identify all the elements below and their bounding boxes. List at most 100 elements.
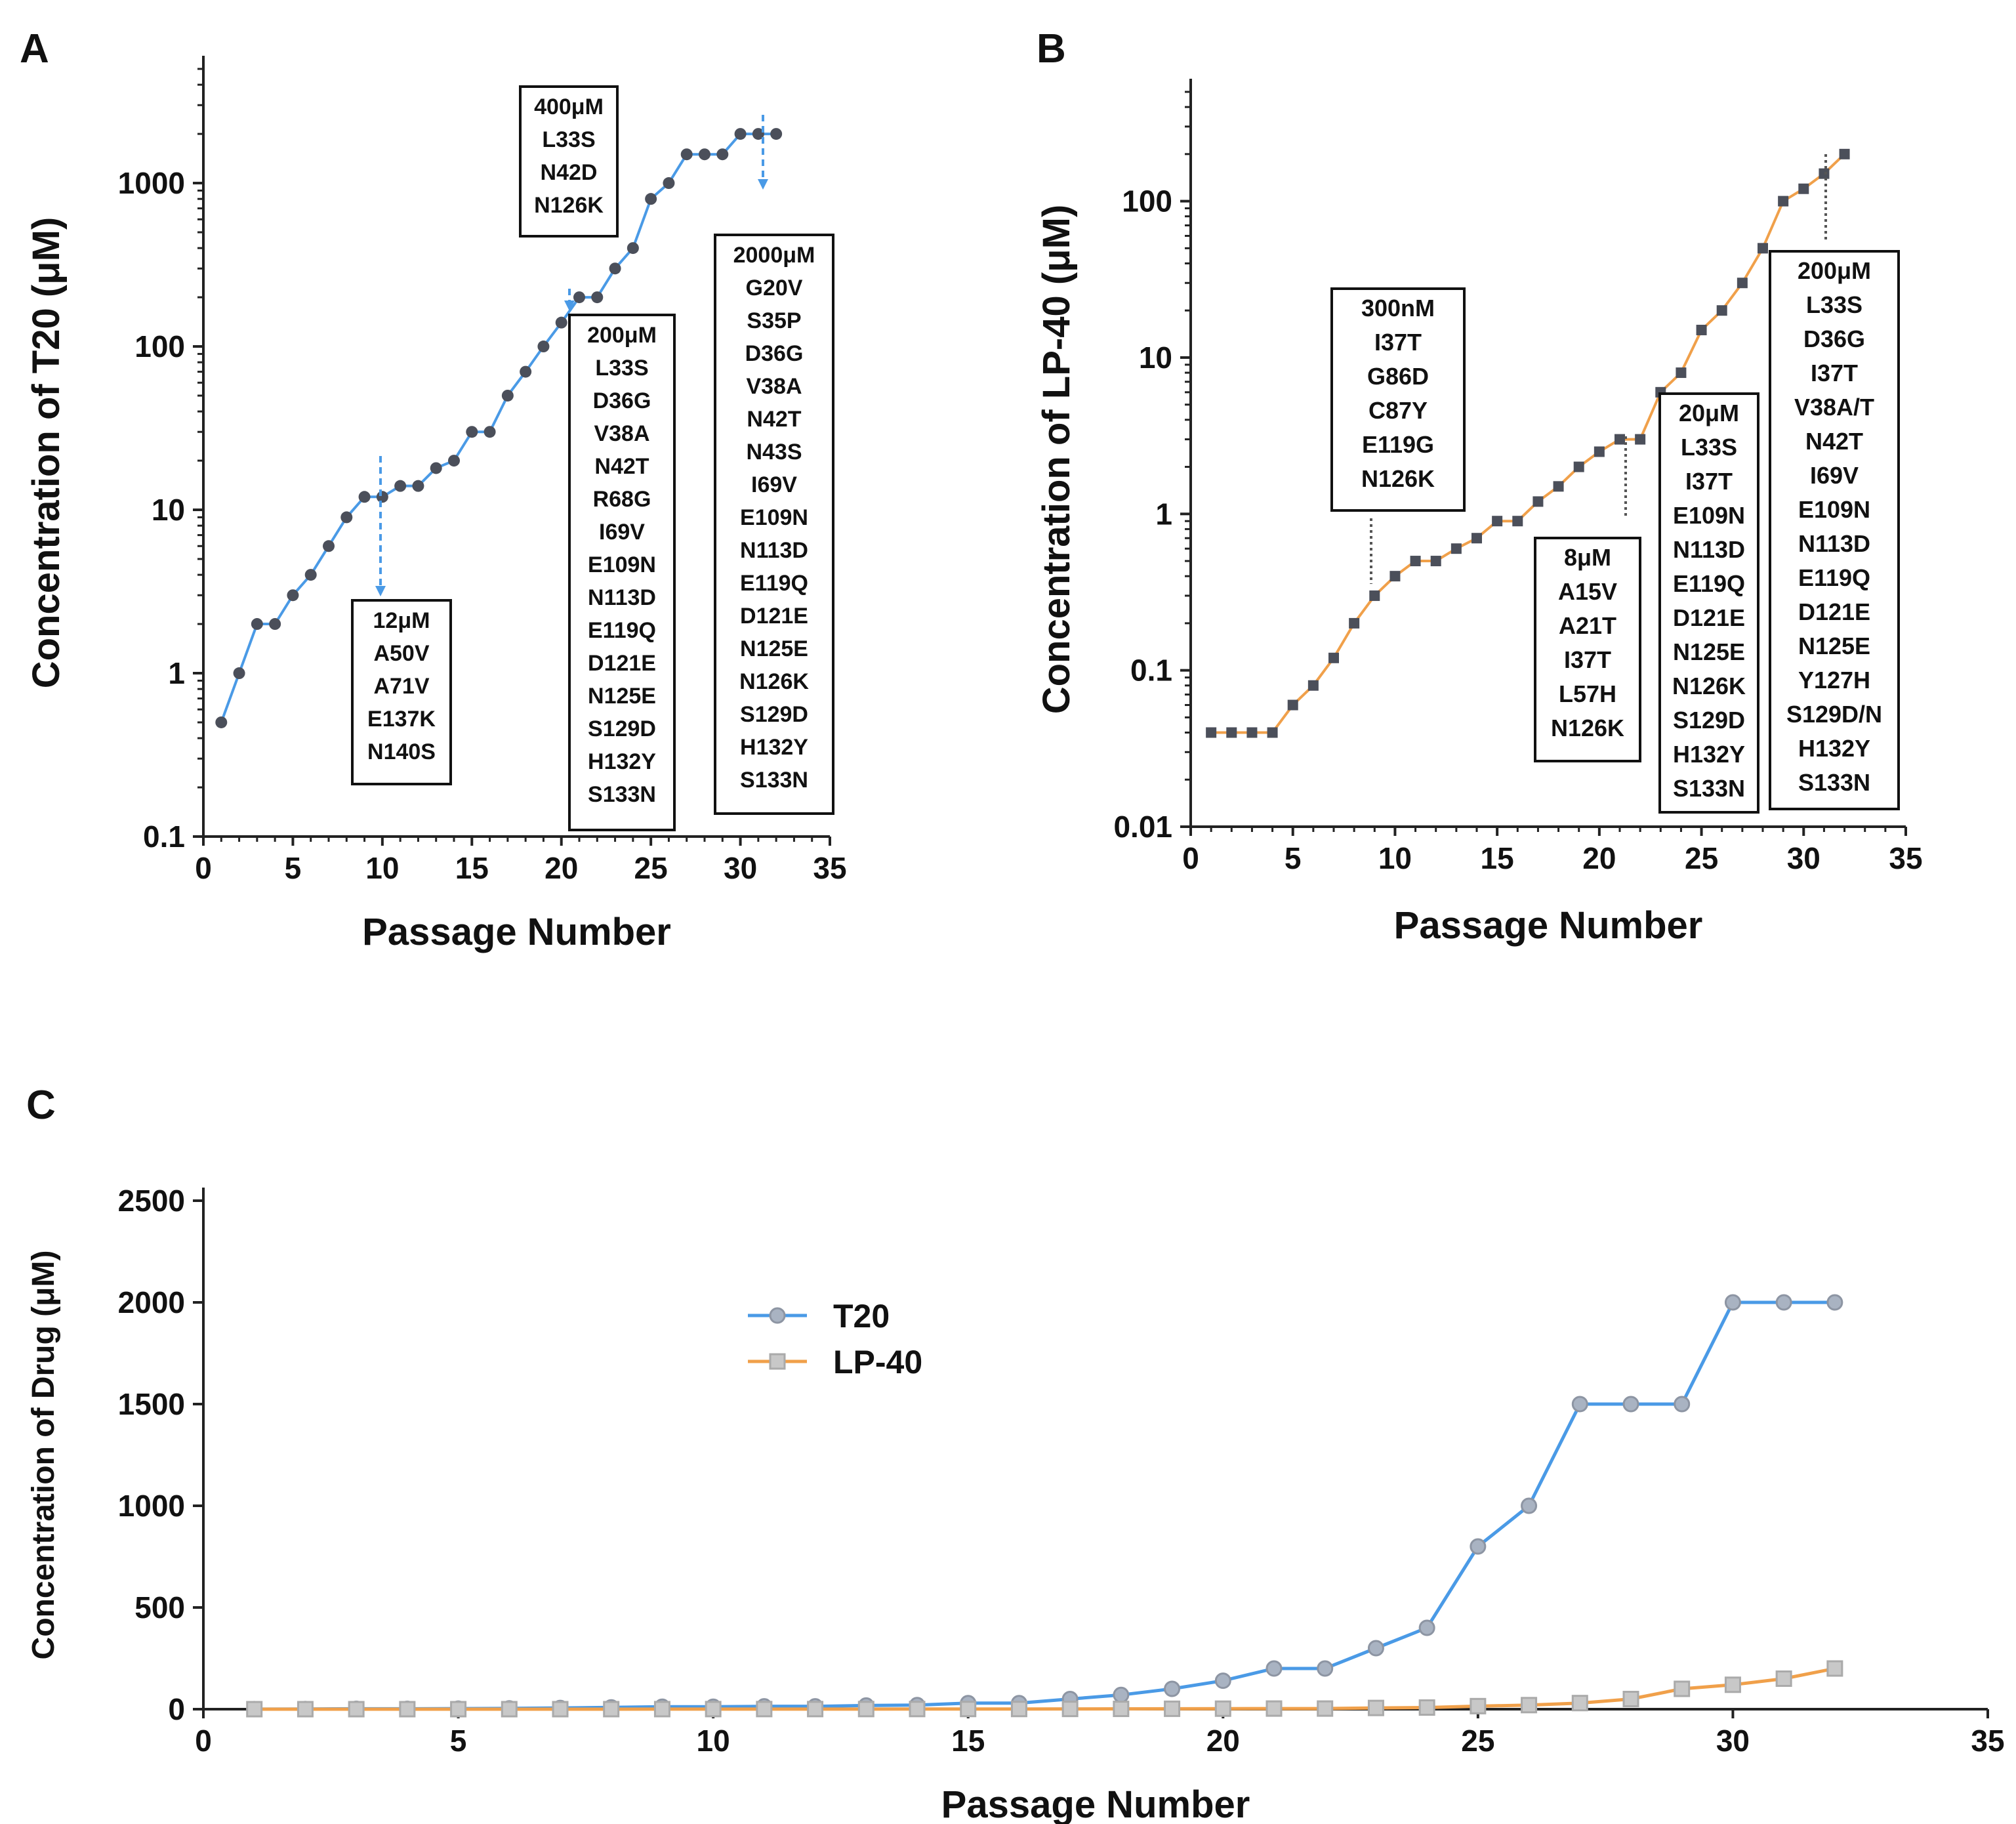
panel-a: A 0 5 10 15 20 25 30 35 0.1 1 10 100 1000 Passage Numb… xyxy=(20,26,847,953)
x-tick-label: 5 xyxy=(1285,841,1302,875)
data-point-t20 xyxy=(1571,1396,1588,1413)
annotation-mutation: D121E xyxy=(1798,598,1870,625)
data-point-lp40 xyxy=(1410,556,1421,567)
data-point-lp40 xyxy=(1317,1700,1334,1717)
y-tick-label: 1500 xyxy=(118,1387,185,1421)
legend-label-lp40: LP-40 xyxy=(833,1344,922,1380)
annotation-mutation: V38A xyxy=(746,374,802,399)
data-point-t20 xyxy=(304,569,317,581)
series-line-lp-40 xyxy=(254,1667,1836,1711)
annotation-mutation: E109N xyxy=(1798,496,1870,523)
annotation-mutation: E109N xyxy=(588,552,656,577)
y-tick-label: 100 xyxy=(1122,184,1172,218)
data-point-t20 xyxy=(448,455,460,467)
data-point-lp40 xyxy=(960,1701,977,1718)
annotation-concentration: 400μM xyxy=(534,94,604,119)
x-tick-label: 5 xyxy=(450,1724,467,1758)
data-point-t20 xyxy=(555,316,567,329)
data-point-lp40 xyxy=(1615,434,1625,445)
annotation-arrowhead xyxy=(564,301,575,311)
annotation-mutation: H132Y xyxy=(588,749,656,774)
annotation-mutation: L33S xyxy=(1806,291,1862,318)
data-point-t20 xyxy=(215,716,228,728)
x-tick-label: 10 xyxy=(1378,841,1412,875)
data-point-lp40 xyxy=(1737,278,1748,289)
annotation-box: 20μM L33S I37T E109N N113D E119Q D121E N125E N12… xyxy=(1658,392,1759,814)
panel-letter: A xyxy=(20,26,49,72)
annotation-mutation: L57H xyxy=(1559,680,1616,707)
annotation-mutation: S35P xyxy=(747,308,801,333)
data-point-t20 xyxy=(376,491,388,503)
annotation-frame xyxy=(519,85,619,238)
data-point-lp40 xyxy=(1389,571,1401,582)
data-point-lp40 xyxy=(1696,324,1707,335)
annotation-mutation: N42T xyxy=(747,407,801,432)
data-point-lp40 xyxy=(1775,1670,1792,1687)
data-point-lp40 xyxy=(1246,727,1258,738)
annotation-concentration: 200μM xyxy=(1798,257,1871,284)
data-point-t20 xyxy=(1724,1294,1741,1311)
data-point-lp40 xyxy=(1573,461,1584,472)
annotation-box: 200μM L33S D36G V38A N42T R68G I69V E109N N113D E… xyxy=(564,289,676,831)
data-point-lp40 xyxy=(1450,543,1462,554)
annotation-mutation: E109N xyxy=(1673,502,1745,529)
data-point-t20 xyxy=(251,618,263,631)
data-point-lp40 xyxy=(653,1701,670,1718)
data-point-lp40 xyxy=(1571,1695,1588,1712)
y-tick-label: 2000 xyxy=(118,1285,185,1319)
annotation-mutation: E109N xyxy=(740,505,808,530)
data-point-lp40 xyxy=(1622,1691,1639,1707)
x-tick-label: 25 xyxy=(1685,841,1718,875)
y-tick-label: 1000 xyxy=(118,1489,185,1523)
data-point-lp40 xyxy=(1826,1660,1843,1677)
data-point-t20 xyxy=(483,426,496,438)
data-point-lp40 xyxy=(348,1701,365,1718)
annotation-mutation: D36G xyxy=(745,341,804,366)
x-tick-label: 10 xyxy=(365,851,399,885)
data-point-t20 xyxy=(269,618,281,631)
data-point-t20 xyxy=(591,291,604,304)
panel-c: C 0 5 10 15 20 25 30 35 0 500 1000 1500 2000 2500 Passa… xyxy=(26,1083,2005,1824)
annotation-frame xyxy=(1534,537,1641,762)
annotation-box: 8μM A15V A21T I37T L57H N126K xyxy=(1534,436,1641,762)
annotation-concentration: 8μM xyxy=(1564,544,1611,571)
x-tick-label: 30 xyxy=(1787,841,1821,875)
series-t20 xyxy=(215,128,783,728)
annotation-frame xyxy=(714,234,834,815)
data-point-t20 xyxy=(287,589,299,602)
x-tick-label: 20 xyxy=(1206,1724,1240,1758)
data-point-t20 xyxy=(1367,1640,1384,1657)
data-point-t20 xyxy=(394,480,407,492)
x-axis-title: Passage Number xyxy=(362,911,671,953)
annotation-mutation: G20V xyxy=(746,276,803,301)
x-tick-label: 10 xyxy=(697,1724,730,1758)
y-tick-label: 0.1 xyxy=(1130,653,1172,688)
data-point-t20 xyxy=(537,341,550,353)
data-point-t20 xyxy=(1470,1538,1487,1555)
data-point-t20 xyxy=(430,462,442,474)
annotation-box: 300nM I37T G86D C87Y E119G N126K xyxy=(1330,287,1466,584)
annotation-frame xyxy=(1658,392,1759,814)
data-point-lp40 xyxy=(1724,1676,1741,1693)
data-point-lp40 xyxy=(857,1701,874,1718)
data-point-t20 xyxy=(520,365,532,378)
data-point-t20 xyxy=(323,540,335,552)
y-axis-title: Concentration of T20 (μM) xyxy=(25,217,68,689)
y-tick-label: 2500 xyxy=(118,1184,185,1218)
annotation-mutation: D121E xyxy=(588,651,656,676)
data-point-lp40 xyxy=(1521,1697,1538,1714)
data-point-lp40 xyxy=(1758,243,1768,254)
annotation-mutation: N125E xyxy=(1798,632,1870,659)
annotation-frame xyxy=(568,314,676,831)
annotation-mutation: N113D xyxy=(1798,530,1870,557)
annotation-mutation: H132Y xyxy=(1673,741,1745,768)
data-point-t20 xyxy=(1775,1294,1792,1311)
series-lp-40 xyxy=(246,1660,1843,1718)
y-tick-label: 1 xyxy=(1155,497,1172,531)
data-point-lp40 xyxy=(1492,516,1503,527)
data-point-lp40 xyxy=(756,1701,773,1718)
x-tick-label: 25 xyxy=(1461,1724,1494,1758)
data-point-lp40 xyxy=(1553,481,1564,492)
annotation-mutation: I37T xyxy=(1811,360,1858,386)
